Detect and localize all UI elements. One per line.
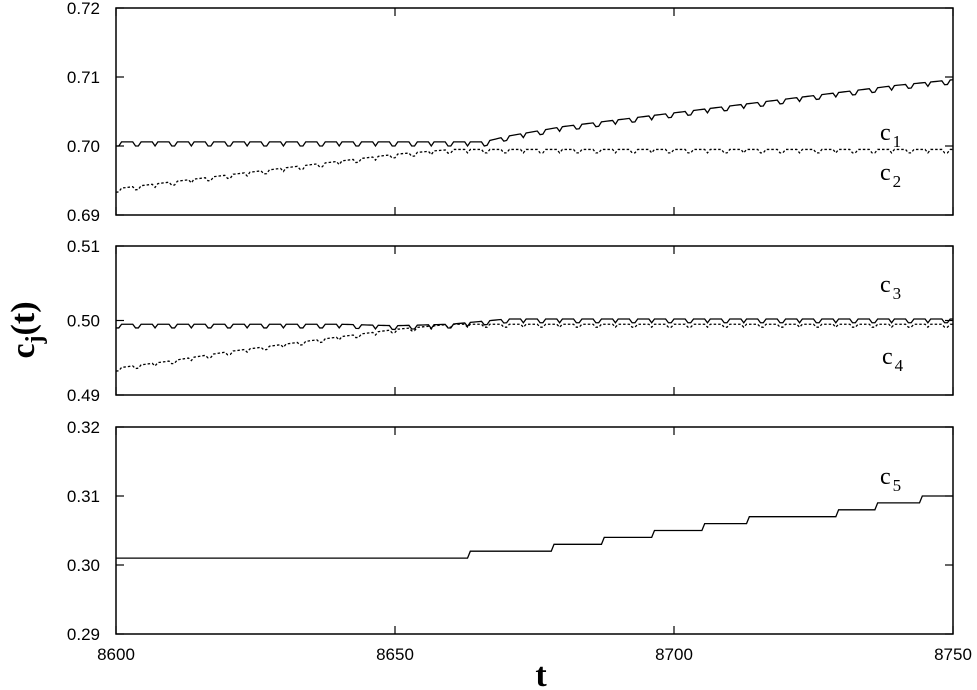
- panel-bottom: 0.29 0.30 0.31 0.32 8600 8650 8700 8750: [67, 418, 972, 664]
- y-tick-label: 0.30: [67, 556, 100, 575]
- y-axis-label: cj(t): [5, 301, 48, 358]
- y-tick-label: 0.71: [67, 68, 100, 87]
- x-tick-label: 8650: [376, 645, 414, 664]
- y-tick-label: 0.50: [67, 312, 100, 331]
- panel-middle: 0.49 0.50 0.51: [67, 237, 954, 405]
- series-line-c4: [115, 323, 953, 372]
- series-line-c1: [116, 79, 954, 148]
- plot-frame: [115, 245, 954, 396]
- x-tick-label: 8750: [934, 645, 972, 664]
- y-tick-label: 0.51: [67, 237, 100, 256]
- plot-frame: [115, 7, 954, 216]
- y-tick-label: 0.72: [67, 0, 100, 18]
- y-tick-label: 0.31: [67, 487, 100, 506]
- y-tick-label: 0.49: [67, 386, 100, 405]
- panel-top: 0.69 0.70 0.71 0.72: [67, 0, 954, 225]
- x-axis-label: t: [535, 657, 547, 690]
- y-tick-label: 0.69: [67, 206, 100, 225]
- y-tick-label: 0.70: [67, 137, 100, 156]
- series-line-c2: [115, 148, 953, 193]
- y-tick-label: 0.29: [67, 625, 100, 644]
- series-line-c3: [116, 318, 953, 331]
- x-tick-label: 8600: [97, 645, 135, 664]
- x-tick-label: 8700: [655, 645, 693, 664]
- y-tick-label: 0.32: [67, 418, 100, 437]
- plot-frame: [115, 426, 954, 635]
- series-line-c5: [116, 495, 953, 559]
